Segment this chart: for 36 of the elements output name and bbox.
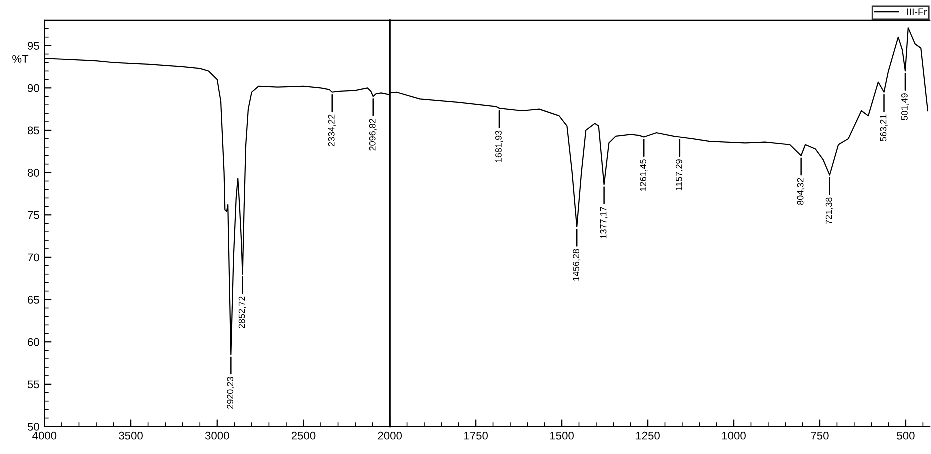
legend-label: III-Fr xyxy=(908,8,927,16)
annotation: 1157,29 xyxy=(676,160,684,191)
y-tick-label: 85 xyxy=(28,126,40,135)
x-tick-label: 2500 xyxy=(292,432,316,440)
x-tick-label: 1000 xyxy=(722,432,746,440)
annotation: 563,21 xyxy=(880,114,888,142)
x-tick-label: 1250 xyxy=(636,432,660,440)
x-tick-label: 2000 xyxy=(378,432,402,440)
y-tick-label: 70 xyxy=(28,254,40,262)
x-tick-label: 750 xyxy=(811,432,829,440)
x-tick-label: 3000 xyxy=(205,432,230,440)
annotation: 1261,45 xyxy=(640,160,648,192)
annotation: 2096,82 xyxy=(369,119,377,151)
y-tick-label: 75 xyxy=(28,212,40,220)
x-tick-label: 500 xyxy=(897,432,915,440)
y-tick-label: 90 xyxy=(28,84,40,92)
y-tick-label: 65 xyxy=(28,296,40,304)
x-tick-label: 3500 xyxy=(119,432,143,440)
annotation: 1456,28 xyxy=(573,249,581,281)
x-tick-label: 1750 xyxy=(464,432,488,440)
annotation: 721,38 xyxy=(826,198,834,224)
annotation: 1377,17 xyxy=(600,207,608,239)
y-tick-label: 50 xyxy=(28,423,40,431)
annotation: 2852,72 xyxy=(238,296,246,329)
annotation: 501,49 xyxy=(902,94,909,120)
annotation: 804,32 xyxy=(797,178,805,206)
y-tick-label: 95 xyxy=(28,42,40,50)
annotation: 1681,93 xyxy=(496,130,503,162)
y-tick-label: 55 xyxy=(28,380,40,389)
annotation: 2334,22 xyxy=(328,114,336,147)
annotation: 2920,23 xyxy=(227,377,235,409)
y-tick-label: 60 xyxy=(28,338,40,346)
x-tick-label: 1500 xyxy=(550,432,574,440)
y-tick-label: 80 xyxy=(28,169,40,177)
y-axis-title: %T xyxy=(12,55,29,63)
x-tick-label: 4000 xyxy=(32,432,57,440)
